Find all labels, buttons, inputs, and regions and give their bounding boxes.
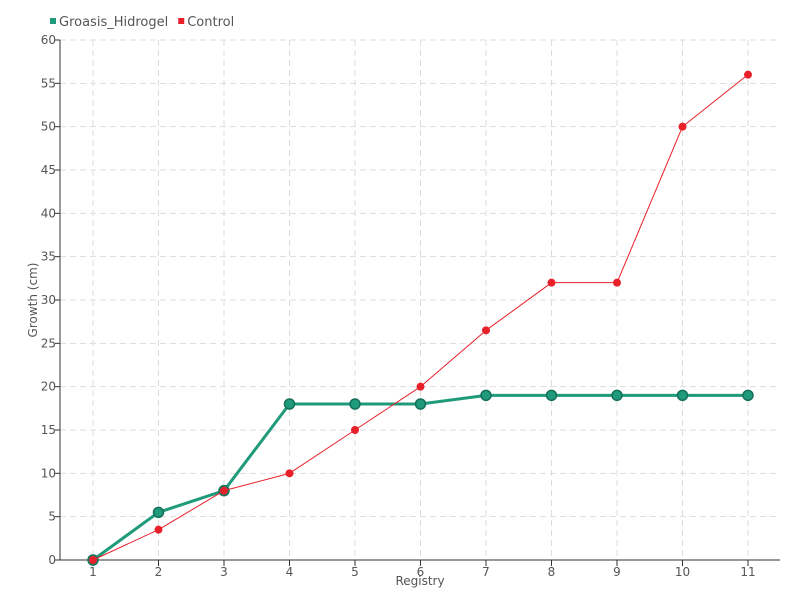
y-axis-title: Growth (cm) — [26, 263, 40, 338]
x-tick-label: 8 — [548, 565, 556, 579]
y-tick-label: 5 — [48, 510, 56, 524]
data-point-control[interactable] — [416, 382, 425, 391]
legend-item-groasis-hidrogel[interactable]: Groasis_Hidrogel — [50, 15, 168, 30]
data-point-groasis-hidrogel[interactable] — [480, 389, 492, 402]
legend-item-control[interactable]: Control — [178, 15, 234, 30]
data-point-groasis-hidrogel[interactable] — [742, 389, 754, 402]
x-tick-label: 10 — [675, 565, 690, 579]
y-tick-label: 10 — [41, 466, 56, 480]
x-tick-label: 9 — [613, 565, 621, 579]
data-point-control[interactable] — [482, 326, 490, 335]
y-tick-label: 60 — [41, 33, 56, 47]
y-tick-label: 15 — [41, 423, 56, 437]
legend-label: Control — [187, 15, 234, 30]
data-point-groasis-hidrogel[interactable] — [676, 389, 689, 402]
x-tick-label: 11 — [740, 565, 755, 579]
data-point-control[interactable] — [220, 486, 228, 495]
x-tick-label: 4 — [286, 565, 294, 579]
data-point-control[interactable] — [154, 525, 163, 534]
x-axis-title: Registry — [395, 574, 444, 588]
legend-swatch — [50, 18, 56, 24]
data-point-control[interactable] — [89, 556, 97, 564]
series-line-control — [92, 74, 749, 561]
x-tick-label: 1 — [89, 565, 97, 579]
data-point-control[interactable] — [285, 469, 294, 478]
y-tick-label: 0 — [48, 553, 56, 567]
x-tick-label: 7 — [482, 565, 490, 579]
data-point-groasis-hidrogel[interactable] — [545, 389, 558, 402]
y-tick-label: 40 — [41, 206, 56, 220]
data-point-control[interactable] — [613, 278, 621, 287]
data-point-control[interactable] — [744, 70, 752, 79]
series-groasis-hidrogel — [87, 389, 754, 566]
legend-label: Groasis_Hidrogel — [59, 15, 168, 30]
series-control — [89, 70, 752, 564]
y-tick-label: 20 — [41, 380, 56, 394]
y-tick-label: 45 — [41, 163, 56, 177]
legend: Groasis_Hidrogel Control — [50, 15, 234, 30]
data-point-groasis-hidrogel[interactable] — [611, 389, 623, 402]
data-point-groasis-hidrogel[interactable] — [283, 398, 296, 410]
data-point-control[interactable] — [547, 278, 556, 287]
y-tick-label: 30 — [41, 293, 56, 307]
x-tick-label: 3 — [220, 565, 228, 579]
legend-swatch — [178, 18, 185, 24]
y-tick-label: 35 — [41, 250, 56, 264]
y-tick-label: 25 — [41, 336, 56, 350]
grid — [60, 39, 780, 560]
data-point-groasis-hidrogel[interactable] — [349, 398, 361, 410]
x-tick-label: 2 — [155, 565, 163, 579]
data-point-groasis-hidrogel[interactable] — [414, 398, 427, 410]
x-tick-label: 5 — [351, 565, 359, 579]
data-point-control[interactable] — [351, 426, 359, 434]
x-tick-label: 6 — [417, 565, 425, 579]
y-tick-label: 55 — [41, 76, 56, 90]
data-point-groasis-hidrogel[interactable] — [152, 506, 165, 519]
y-tick-label: 50 — [41, 120, 56, 134]
series-group — [87, 70, 754, 566]
data-point-control[interactable] — [678, 122, 687, 131]
